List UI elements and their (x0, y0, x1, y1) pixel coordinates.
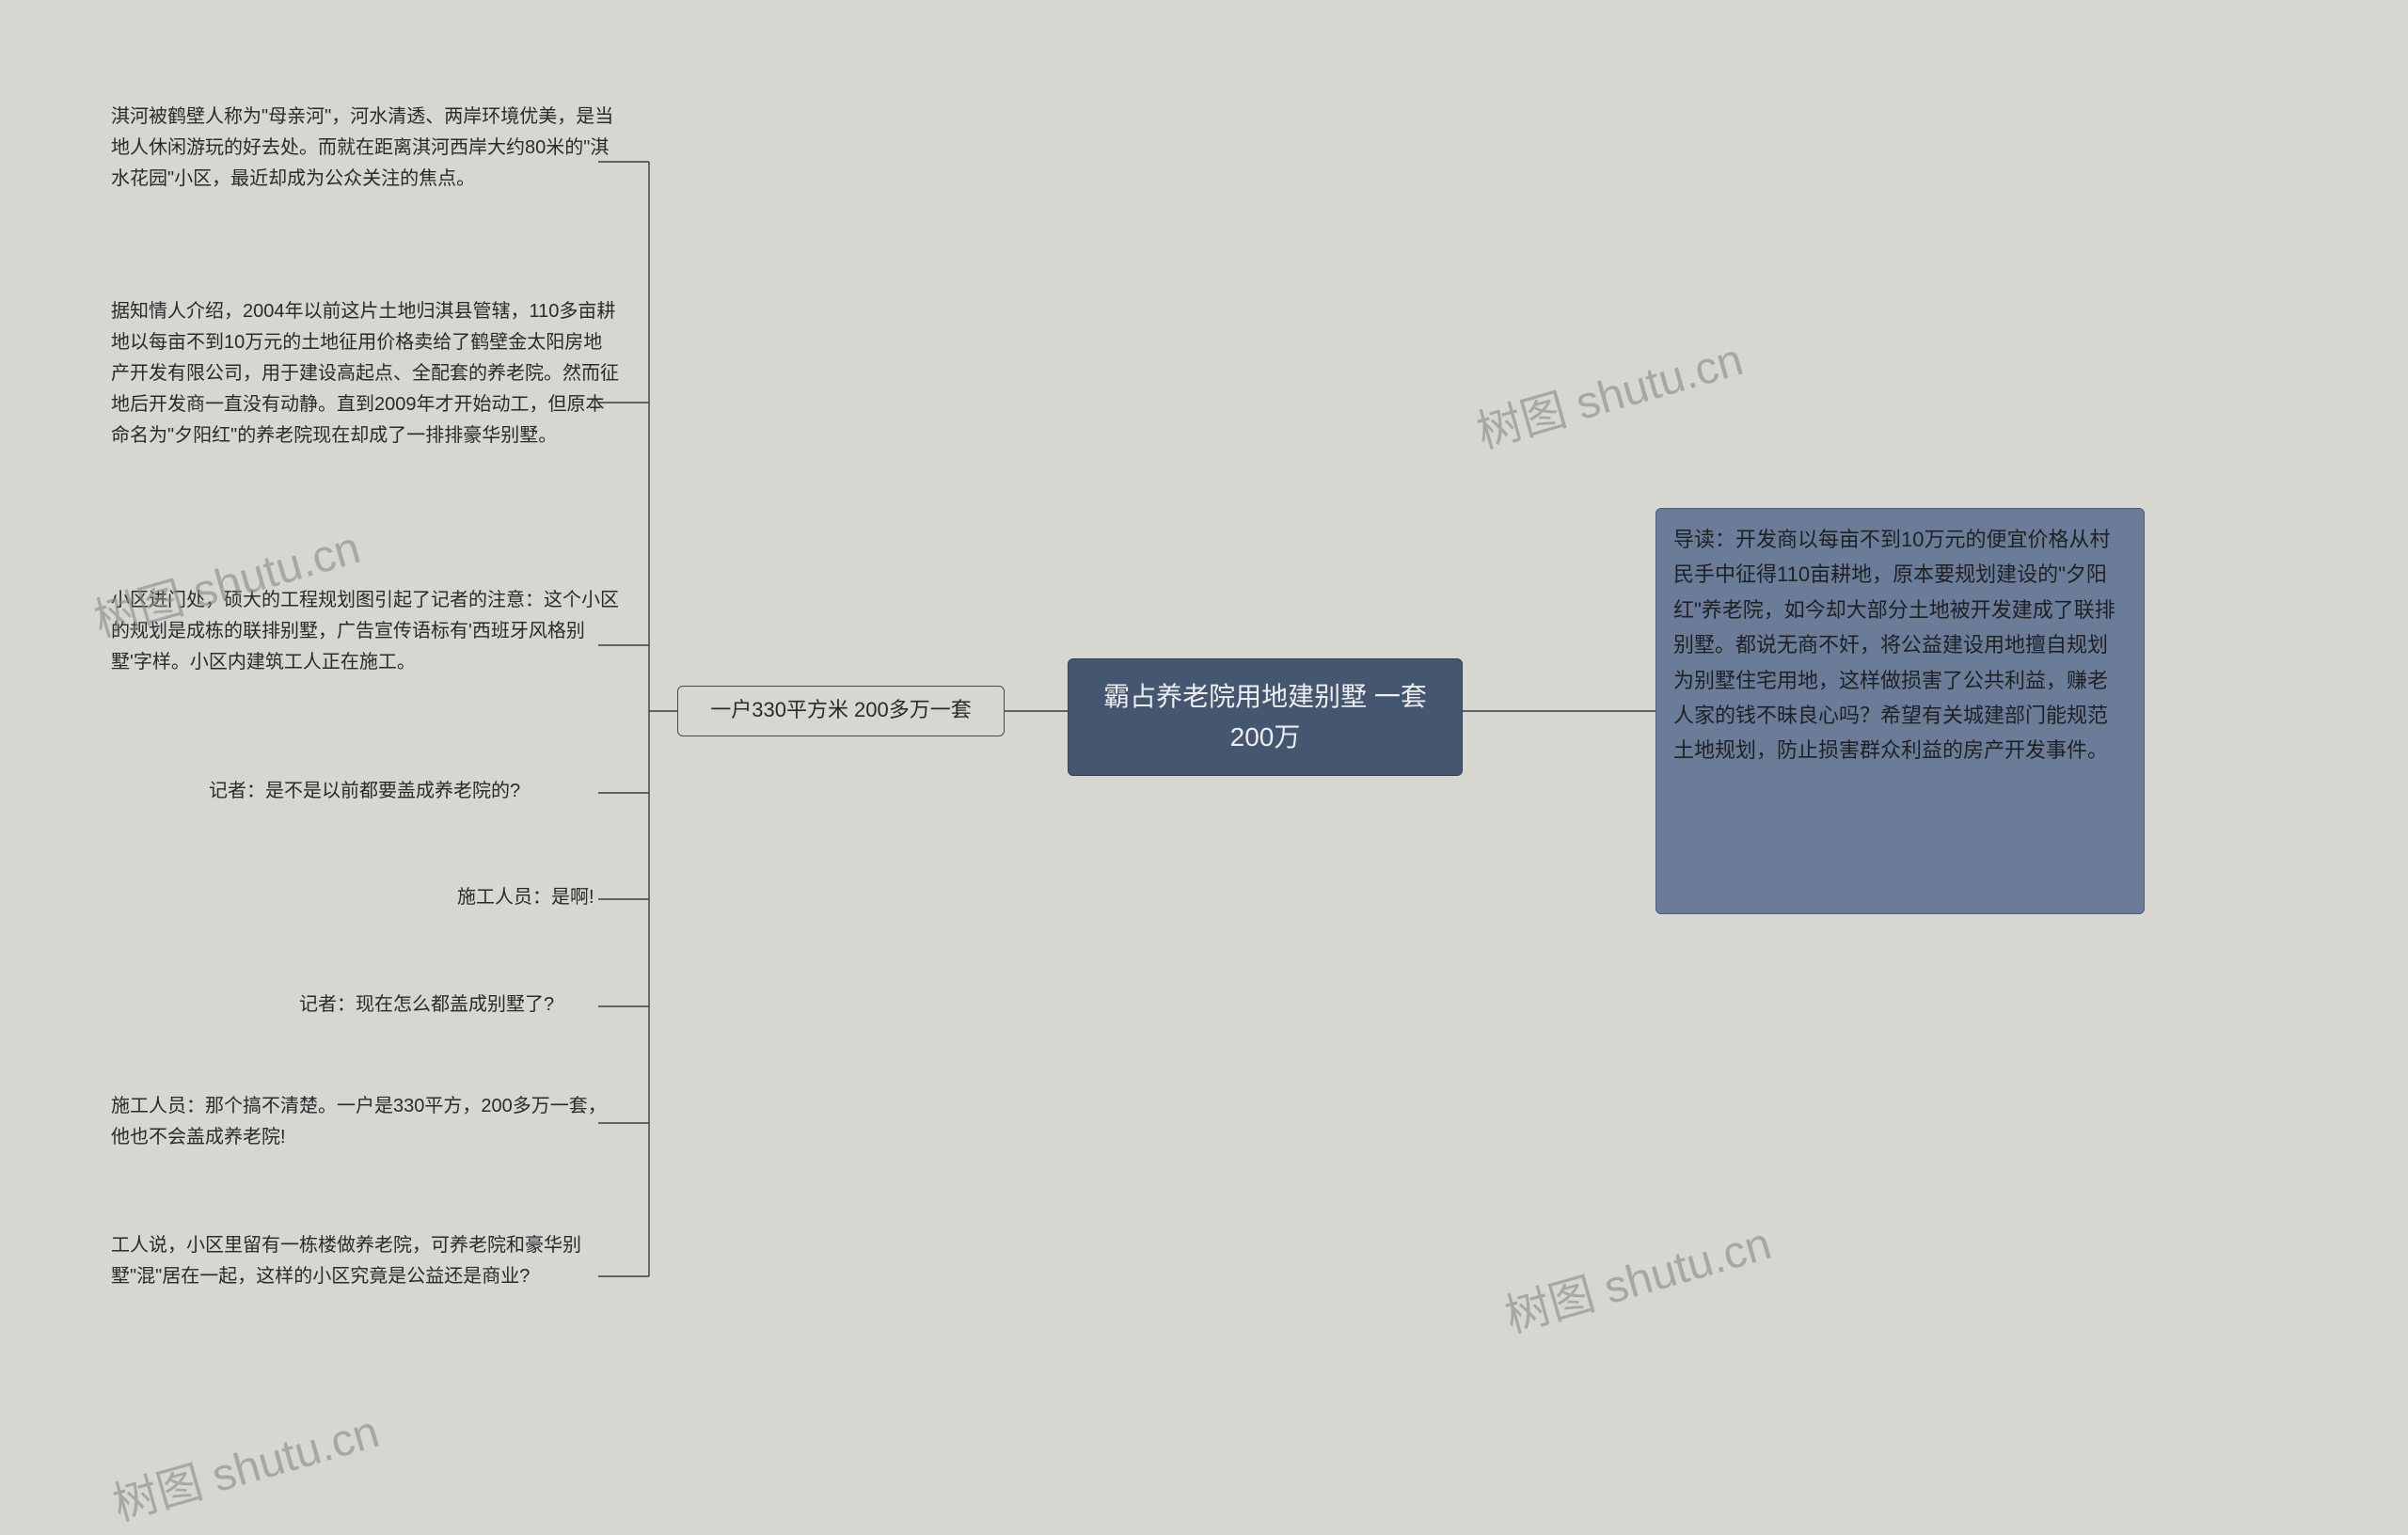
watermark-text: 树图 shutu.cn (104, 1395, 386, 1533)
leaf-text: 工人说，小区里留有一栋楼做养老院，可养老院和豪华别墅"混"居在一起，这样的小区究… (111, 1235, 581, 1287)
watermark-text: 树图 shutu.cn (1497, 1207, 1778, 1345)
leaf-node[interactable]: 记者：现在怎么都盖成别墅了? (299, 989, 619, 1023)
center-topic-node[interactable]: 霸占养老院用地建别墅 一套200万 (1068, 658, 1463, 776)
leaf-node[interactable]: 小区进门处，硕大的工程规划图引起了记者的注意：这个小区的规划是成栋的联排别墅，广… (111, 585, 619, 707)
leaf-text: 施工人员：是啊! (457, 887, 594, 908)
leaf-node[interactable]: 施工人员：那个搞不清楚。一户是330平方，200多万一套，他也不会盖成养老院! (111, 1091, 619, 1157)
watermark-text: 树图 shutu.cn (1468, 323, 1750, 461)
leaf-text: 施工人员：那个搞不清楚。一户是330平方，200多万一套，他也不会盖成养老院! (111, 1096, 607, 1147)
leaf-node[interactable]: 记者：是不是以前都要盖成养老院的? (209, 776, 619, 810)
leaf-node[interactable]: 淇河被鹤壁人称为"母亲河"，河水清透、两岸环境优美，是当地人休闲游玩的好去处。而… (111, 102, 619, 224)
leaf-node[interactable]: 施工人员：是啊! (457, 882, 619, 916)
leaf-node[interactable]: 据知情人介绍，2004年以前这片土地归淇县管辖，110多亩耕地以每亩不到10万元… (111, 296, 619, 513)
leaf-node[interactable]: 工人说，小区里留有一栋楼做养老院，可养老院和豪华别墅"混"居在一起，这样的小区究… (111, 1230, 619, 1324)
leaf-text: 淇河被鹤壁人称为"母亲河"，河水清透、两岸环境优美，是当地人休闲游玩的好去处。而… (111, 106, 613, 189)
leaf-text: 记者：是不是以前都要盖成养老院的? (209, 781, 520, 801)
sub-topic-text: 一户330平方米 200多万一套 (710, 698, 972, 721)
intro-text: 导读：开发商以每亩不到10万元的便宜价格从村民手中征得110亩耕地，原本要规划建… (1673, 528, 2115, 762)
leaf-text: 据知情人介绍，2004年以前这片土地归淇县管辖，110多亩耕地以每亩不到10万元… (111, 301, 619, 446)
leaf-text: 记者：现在怎么都盖成别墅了? (299, 994, 554, 1015)
center-topic-text: 霸占养老院用地建别墅 一套200万 (1103, 682, 1427, 752)
mindmap-canvas: 霸占养老院用地建别墅 一套200万 导读：开发商以每亩不到10万元的便宜价格从村… (0, 0, 2408, 1535)
sub-topic-node[interactable]: 一户330平方米 200多万一套 (677, 686, 1005, 736)
intro-node[interactable]: 导读：开发商以每亩不到10万元的便宜价格从村民手中征得110亩耕地，原本要规划建… (1656, 508, 2145, 914)
leaf-text: 小区进门处，硕大的工程规划图引起了记者的注意：这个小区的规划是成栋的联排别墅，广… (111, 590, 619, 673)
